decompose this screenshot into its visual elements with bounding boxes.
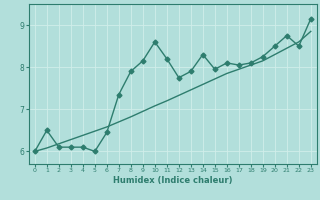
X-axis label: Humidex (Indice chaleur): Humidex (Indice chaleur): [113, 176, 233, 185]
